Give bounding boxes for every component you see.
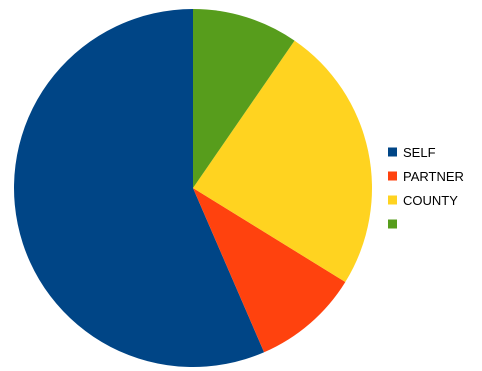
legend-label-county: COUNTY xyxy=(403,193,458,208)
legend-swatch-series-4 xyxy=(388,219,397,229)
legend: SELF PARTNER COUNTY xyxy=(388,145,464,229)
legend-swatch-self xyxy=(388,147,397,157)
pie-slice-partner xyxy=(193,188,346,353)
pie-slice-series-4 xyxy=(193,9,295,188)
legend-swatch-county xyxy=(388,195,397,205)
pie-slices xyxy=(14,9,373,368)
legend-label-partner: PARTNER xyxy=(403,169,464,184)
legend-label-self: SELF xyxy=(403,145,436,160)
pie-slice-county xyxy=(193,40,373,283)
pie-slice-self xyxy=(14,9,265,368)
legend-swatch-partner xyxy=(388,171,397,181)
